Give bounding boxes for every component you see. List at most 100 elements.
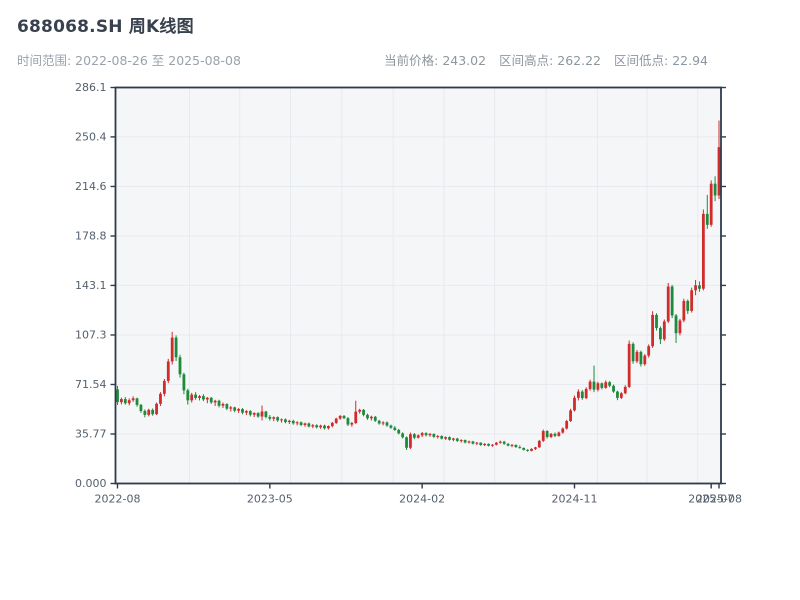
candle-body <box>694 285 697 291</box>
candle-body <box>350 423 354 425</box>
candle <box>311 423 315 429</box>
candle-body <box>619 393 623 398</box>
candle-body <box>518 447 522 449</box>
candle <box>459 439 463 443</box>
candle <box>393 426 397 431</box>
candle-body <box>510 444 514 446</box>
candle <box>225 403 229 411</box>
candle-body <box>576 391 580 398</box>
candle-body <box>276 417 280 421</box>
candle <box>717 120 721 200</box>
candle-body <box>174 337 178 358</box>
candle-body <box>327 426 330 429</box>
candle <box>373 415 377 422</box>
candle <box>241 408 244 415</box>
candle-body <box>647 346 651 356</box>
candle-body <box>616 391 619 398</box>
candle <box>358 408 362 414</box>
candle <box>608 381 612 388</box>
candle-body <box>471 441 475 444</box>
y-tick-label: 71.54 <box>75 378 107 391</box>
y-tick-label: 286.1 <box>75 81 107 94</box>
candle-body <box>483 443 487 446</box>
candle <box>604 380 608 389</box>
candle-body <box>135 398 139 405</box>
candle <box>276 416 280 422</box>
candle <box>256 412 260 418</box>
candle <box>416 434 420 439</box>
candle-body <box>397 429 401 434</box>
candle <box>362 409 365 417</box>
candle-body <box>225 404 229 409</box>
candle <box>432 433 436 438</box>
candle <box>440 435 444 440</box>
candle <box>244 410 248 415</box>
candle-body <box>393 427 397 430</box>
candle <box>616 390 619 401</box>
candle <box>385 421 389 427</box>
candle <box>143 409 147 418</box>
candle <box>709 180 713 227</box>
candle-body <box>194 394 198 398</box>
candle <box>397 428 401 435</box>
candle-body <box>256 413 260 417</box>
candle-body <box>213 400 217 403</box>
candle <box>694 280 697 296</box>
y-tick-label: 107.3 <box>75 328 107 341</box>
candle <box>120 397 123 405</box>
candle-body <box>432 433 436 437</box>
candle <box>705 194 709 229</box>
x-tick-label: 2022-08 <box>95 493 141 506</box>
candle-body <box>334 418 338 423</box>
candle-body <box>424 433 428 436</box>
candle-body <box>205 397 209 400</box>
candle <box>194 392 198 400</box>
candle-body <box>377 420 381 424</box>
candle-wick <box>214 399 216 406</box>
candle <box>553 432 557 438</box>
candle-body <box>459 440 463 442</box>
date-range-label: 时间范围: 2022-08-26 至 2025-08-08 <box>17 53 241 68</box>
candle-body <box>530 448 533 451</box>
candle <box>565 419 569 430</box>
candle <box>198 394 201 401</box>
candle-body <box>291 420 295 424</box>
candle-body <box>584 388 588 399</box>
candle <box>612 384 615 393</box>
candle <box>284 418 287 424</box>
candle-body <box>600 383 604 388</box>
candle <box>643 354 647 366</box>
candle-body <box>428 433 432 436</box>
candle-body <box>639 351 643 365</box>
candle-body <box>260 411 264 417</box>
candle <box>162 378 166 397</box>
candle-body <box>698 285 701 289</box>
candle <box>424 432 428 437</box>
candle <box>260 405 264 421</box>
candle <box>190 392 194 403</box>
candle <box>409 432 412 450</box>
candle <box>295 421 299 426</box>
candle-body <box>479 442 483 446</box>
candle-body <box>475 442 479 444</box>
candle <box>389 424 393 429</box>
candle <box>651 311 655 348</box>
candle-body <box>330 422 334 427</box>
candle-body <box>268 416 272 419</box>
candle-body <box>635 351 639 362</box>
candle <box>139 403 143 413</box>
candle-body <box>385 422 389 426</box>
candle <box>522 447 526 451</box>
candle-body <box>666 286 670 322</box>
candle-body <box>252 413 256 415</box>
candle <box>600 382 604 390</box>
candle <box>237 408 240 413</box>
chart-title: 688068.SH 周K线图 <box>17 17 194 37</box>
candle-body <box>358 409 362 412</box>
candle <box>514 444 518 448</box>
candle <box>369 415 373 421</box>
candle-body <box>264 411 268 417</box>
candle <box>463 439 467 444</box>
candle <box>327 425 330 430</box>
current-price-stat: 当前价格: 243.02 <box>384 53 487 68</box>
